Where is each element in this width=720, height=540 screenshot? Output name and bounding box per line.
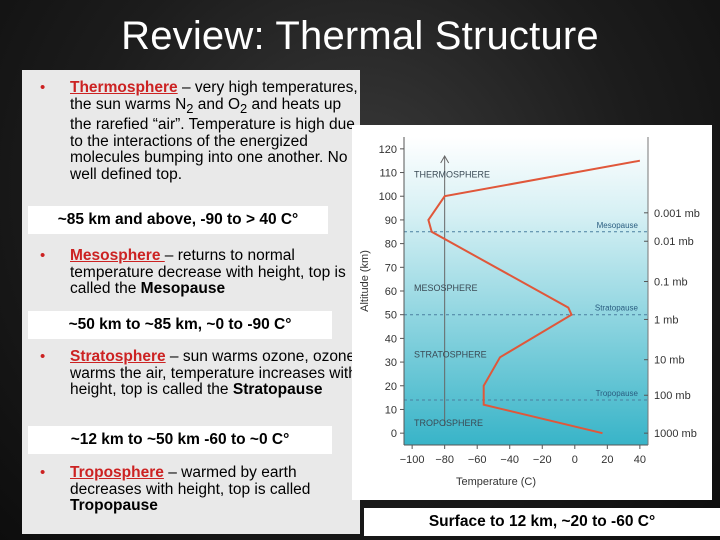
stratopause-label: Stratopause (232, 381, 323, 398)
pressure-label: 0.01 mb (654, 236, 694, 248)
text-part: and heats up the rarefied “air”. Tempera… (70, 95, 355, 183)
layer-label: MESOSPHERE (414, 283, 478, 293)
pressure-label: 1000 mb (654, 428, 697, 440)
temperature-curve (427, 159, 641, 435)
layer-label: THERMOSPHERE (414, 169, 490, 179)
bullet-stratosphere-text: Stratosphere – sun warms ozone, ozone wa… (70, 348, 358, 399)
bullet-thermosphere: • Thermosphere – very high temperatures,… (40, 79, 358, 183)
subscript: 2 (240, 100, 248, 116)
y-tick-label: 80 (385, 239, 397, 251)
y-tick-label: 70 (385, 262, 397, 274)
temperature-profile-chart: Mesopause Stratopause Tropopause 0 10 20 30 40 5… (352, 125, 712, 500)
x-tick-label: −100 (400, 454, 425, 466)
term-stratosphere: Stratosphere (70, 348, 166, 365)
y-tick-label: 40 (385, 333, 397, 345)
text-part: and O (193, 95, 241, 113)
slide-title: Review: Thermal Structure (121, 14, 599, 58)
boundary-label: Mesopause (597, 221, 639, 230)
y-tick-label: 100 (379, 191, 397, 203)
bullet-glyph: • (40, 79, 46, 96)
y-tick-label: 50 (385, 310, 397, 322)
bullet-stratosphere: • Stratosphere – sun warms ozone, ozone … (40, 348, 358, 399)
y-tick-label: 110 (379, 168, 397, 180)
y-tick-label: 10 (385, 404, 397, 416)
pressure-label: 1 mb (654, 314, 678, 326)
pressure-label: 100 mb (654, 390, 691, 402)
text-part: – warmed by earth decreases with height,… (70, 464, 311, 498)
range-stratosphere: ~12 km to ~50 km -60 to ~0 C° (28, 426, 332, 454)
bullet-glyph: • (40, 247, 46, 264)
pressure-label: 0.001 mb (654, 208, 700, 220)
text-part: – very high temperatures, the sun warms … (70, 79, 358, 113)
pressure-label: 0.1 mb (654, 277, 688, 289)
pressure-label: 10 mb (654, 355, 685, 367)
layer-label: TROPOSPHERE (414, 418, 483, 428)
boundary-label: Stratopause (595, 304, 639, 313)
chart-svg: Mesopause Stratopause Tropopause 0 10 20 30 40 5… (359, 137, 700, 488)
x-tick-label: 20 (601, 454, 613, 466)
term-mesosphere: Mesosphere (70, 247, 165, 264)
boundary-label: Tropopause (596, 389, 639, 398)
subscript: 2 (186, 100, 194, 116)
surface-range-label: Surface to 12 km, ~20 to -60 C° (364, 508, 720, 536)
term-thermosphere: Thermosphere (70, 79, 178, 96)
x-tick-label: 40 (634, 454, 646, 466)
y-tick-label: 60 (385, 286, 397, 298)
altitude-arrowhead (440, 154, 450, 164)
y-tick-label: 120 (379, 144, 397, 156)
text-panel: • Thermosphere – very high temperatures,… (22, 70, 360, 534)
y-tick-label: 90 (385, 215, 397, 227)
y-tick-label: 20 (385, 381, 397, 393)
text-part: – sun warms ozone, ozone warms the air, … (70, 348, 357, 398)
term-troposphere: Troposphere (70, 464, 164, 481)
y-axis-label: Altitude (km) (359, 250, 371, 312)
bullet-mesosphere: • Mesosphere – returns to normal tempera… (40, 247, 358, 298)
x-tick-label: −60 (468, 454, 487, 466)
x-axis-label: Temperature (C) (456, 476, 536, 488)
range-mesosphere: ~50 km to ~85 km, ~0 to -90 C° (28, 311, 332, 339)
x-tick-label: 0 (572, 454, 578, 466)
y-tick-label: 30 (385, 357, 397, 369)
text-part: – returns to normal temperature decrease… (70, 247, 346, 297)
bullet-mesosphere-text: Mesosphere – returns to normal temperatu… (70, 247, 358, 298)
bullet-troposphere-text: Troposphere – warmed by earth decreases … (70, 464, 358, 515)
x-tick-label: −20 (533, 454, 552, 466)
layer-label: STRATOSPHERE (414, 349, 487, 359)
bullet-glyph: • (40, 348, 46, 365)
x-tick-label: −80 (435, 454, 454, 466)
mesopause-label: Mesopause (140, 280, 226, 297)
bullet-thermosphere-text: Thermosphere – very high temperatures, t… (70, 79, 358, 183)
bullet-glyph: • (40, 464, 46, 481)
tropopause-label: Tropopause (70, 497, 158, 514)
range-thermosphere: ~85 km and above, -90 to > 40 C° (28, 206, 328, 234)
bullet-troposphere: • Troposphere – warmed by earth decrease… (40, 464, 358, 515)
x-tick-label: −40 (500, 454, 519, 466)
y-tick-label: 0 (391, 428, 397, 440)
